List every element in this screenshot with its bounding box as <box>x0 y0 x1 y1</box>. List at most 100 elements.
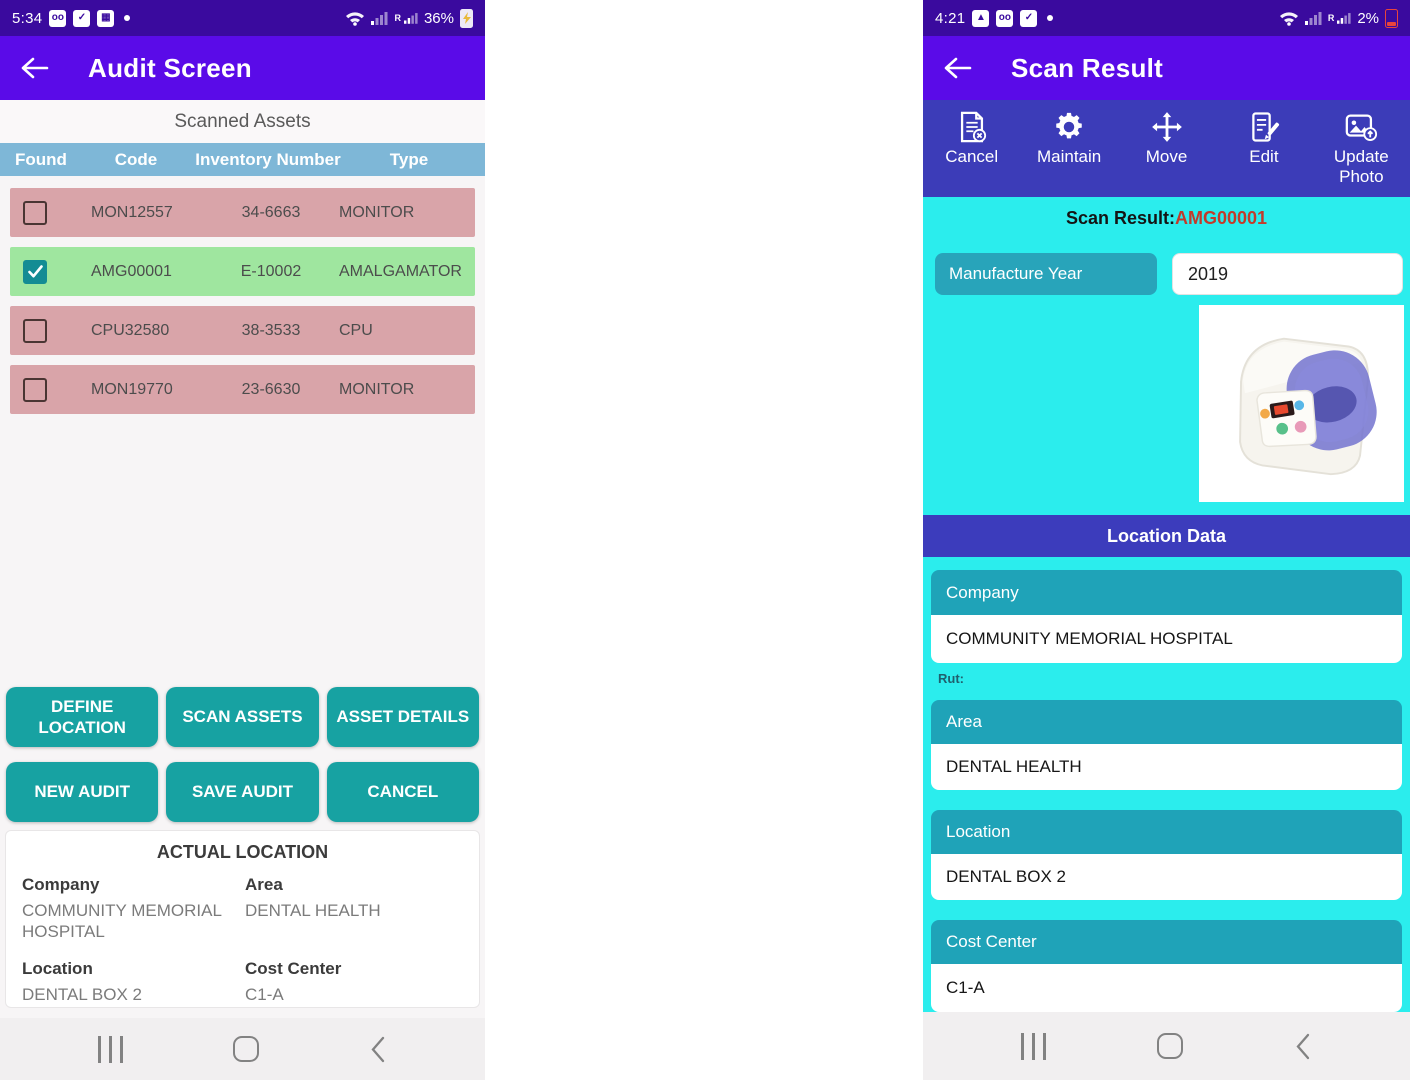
actual-location-title: ACTUAL LOCATION <box>156 842 329 862</box>
col-code: Code <box>114 149 158 169</box>
company-label: Company <box>22 875 100 894</box>
move-tool[interactable]: Move <box>1118 100 1215 197</box>
scan-assets-button[interactable]: SCAN ASSETS <box>166 687 319 747</box>
location-field: Location DENTAL BOX 2 <box>931 810 1402 900</box>
gear-icon <box>1056 112 1082 139</box>
signal-bars2-icon <box>403 13 418 24</box>
location-value: DENTAL BOX 2 <box>22 984 142 1004</box>
nav-back-icon[interactable] <box>1294 1033 1312 1060</box>
location-value[interactable]: DENTAL BOX 2 <box>931 854 1402 900</box>
cancel-document-icon <box>960 111 986 143</box>
asset-type: MONITOR <box>339 380 415 398</box>
asset-type: AMALGAMATOR <box>339 262 462 280</box>
define-location-button[interactable]: DEFINE LOCATION <box>6 687 159 747</box>
status-left: 4:21 ▲ oo ✓ <box>935 9 1054 27</box>
home-icon[interactable] <box>233 1036 259 1062</box>
table-row[interactable]: CPU32580 38-3533 CPU <box>10 306 475 355</box>
cost-center-value: C1-A <box>245 984 284 1004</box>
edit-document-icon <box>1252 112 1279 142</box>
cancel-tool-label: Cancel <box>945 147 999 166</box>
asset-code: CPU32580 <box>91 321 170 339</box>
asset-type: CPU <box>339 321 373 339</box>
col-found: Found <box>15 149 67 169</box>
battery-percent: 36% <box>423 9 454 27</box>
cost-center-field: Cost Center C1-A <box>245 959 463 1005</box>
company-field: Company COMMUNITY MEMORIAL HOSPITAL <box>931 570 1402 663</box>
table-row[interactable]: MON19770 23-6630 MONITOR <box>10 365 475 414</box>
asset-code: MON19770 <box>91 380 173 398</box>
found-checkbox[interactable] <box>23 200 47 225</box>
battery-low-icon <box>1385 8 1398 28</box>
signal-bars2-icon <box>1337 13 1351 24</box>
audit-screen: 5:34 oo ✓ ▦ R 36% Audit Screen Scanned A… <box>0 0 485 1080</box>
wifi-icon <box>1279 11 1298 26</box>
battery-charging-icon <box>460 8 473 28</box>
scan-result-value: AMG00001 <box>1174 208 1268 228</box>
cancel-tool[interactable]: Cancel <box>923 100 1020 197</box>
maintain-tool[interactable]: Maintain <box>1020 100 1117 197</box>
location-label: Location <box>931 810 1402 854</box>
cancel-button[interactable]: CANCEL <box>326 762 479 822</box>
cost-center-value[interactable]: C1-A <box>931 964 1402 1012</box>
roaming-indicator: R <box>1327 13 1335 23</box>
app-bar: Audit Screen <box>0 36 485 100</box>
company-label: Company <box>931 570 1402 615</box>
recents-icon[interactable] <box>1021 1032 1046 1060</box>
edit-tool[interactable]: Edit <box>1215 100 1312 197</box>
new-audit-button[interactable]: NEW AUDIT <box>6 762 159 822</box>
asset-details-button[interactable]: ASSET DETAILS <box>326 687 479 747</box>
inventory-number: 34-6663 <box>241 203 301 221</box>
inventory-number: 23-6630 <box>241 380 301 398</box>
back-arrow-icon[interactable] <box>943 56 973 80</box>
nav-back-icon[interactable] <box>369 1036 387 1063</box>
save-audit-button[interactable]: SAVE AUDIT <box>166 762 319 822</box>
wifi-icon <box>346 11 365 26</box>
area-field: Area DENTAL HEALTH <box>245 875 463 943</box>
found-checkbox[interactable] <box>23 377 47 402</box>
voicemail-icon: oo <box>996 9 1014 27</box>
move-tool-label: Move <box>1145 147 1188 166</box>
android-nav-bar <box>0 1018 485 1080</box>
status-left: 5:34 oo ✓ ▦ <box>12 9 131 27</box>
table-row[interactable]: MON12557 34-6663 MONITOR <box>10 188 475 237</box>
back-arrow-icon[interactable] <box>20 56 50 80</box>
area-value[interactable]: DENTAL HEALTH <box>931 744 1402 790</box>
company-value[interactable]: COMMUNITY MEMORIAL HOSPITAL <box>931 615 1402 663</box>
photo-icon: ▲ <box>972 9 990 27</box>
task-check-icon: ✓ <box>1020 9 1038 27</box>
scan-result-label: Scan Result: <box>1065 208 1175 228</box>
update-photo-tool[interactable]: Update Photo <box>1313 100 1410 197</box>
clock-text: 4:21 <box>935 9 966 27</box>
actual-location-card: ACTUAL LOCATION Company COMMUNITY MEMORI… <box>5 830 480 1008</box>
table-header: Found Code Inventory Number Type <box>0 143 485 176</box>
home-icon[interactable] <box>1157 1033 1183 1059</box>
signal-bars-icon <box>1304 12 1322 25</box>
found-checkbox[interactable] <box>23 318 47 343</box>
task-check-icon: ✓ <box>73 9 91 27</box>
found-checkbox-checked[interactable] <box>23 259 47 284</box>
move-arrows-icon <box>1151 112 1182 142</box>
location-field: Location DENTAL BOX 2 <box>22 959 245 1005</box>
area-label: Area <box>245 875 283 894</box>
status-bar: 4:21 ▲ oo ✓ R 2% <box>923 0 1410 36</box>
clock-text: 5:34 <box>12 9 43 27</box>
maintain-tool-label: Maintain <box>1036 147 1102 166</box>
scan-result-line: Scan Result:AMG00001 <box>923 208 1410 229</box>
area-value: DENTAL HEALTH <box>245 901 381 920</box>
manufacture-year-input[interactable] <box>1172 253 1403 295</box>
edit-tool-label: Edit <box>1249 147 1279 166</box>
asset-table: MON12557 34-6663 MONITOR AMG00001 E-1000… <box>0 176 485 414</box>
scanned-assets-heading: Scanned Assets <box>0 100 485 143</box>
location-data-banner: Location Data <box>923 515 1410 557</box>
recents-icon[interactable] <box>98 1035 123 1063</box>
scan-result-screen: 4:21 ▲ oo ✓ R 2% Scan Result <box>923 0 1410 1080</box>
area-field: Area DENTAL HEALTH <box>931 700 1402 790</box>
cost-center-label: Cost Center <box>931 920 1402 964</box>
asset-type: MONITOR <box>339 203 415 221</box>
asset-code: AMG00001 <box>91 262 172 280</box>
android-nav-bar <box>923 1012 1410 1080</box>
table-row[interactable]: AMG00001 E-10002 AMALGAMATOR <box>10 247 475 296</box>
asset-photo <box>1199 305 1404 502</box>
col-inventory: Inventory Number <box>195 149 341 169</box>
